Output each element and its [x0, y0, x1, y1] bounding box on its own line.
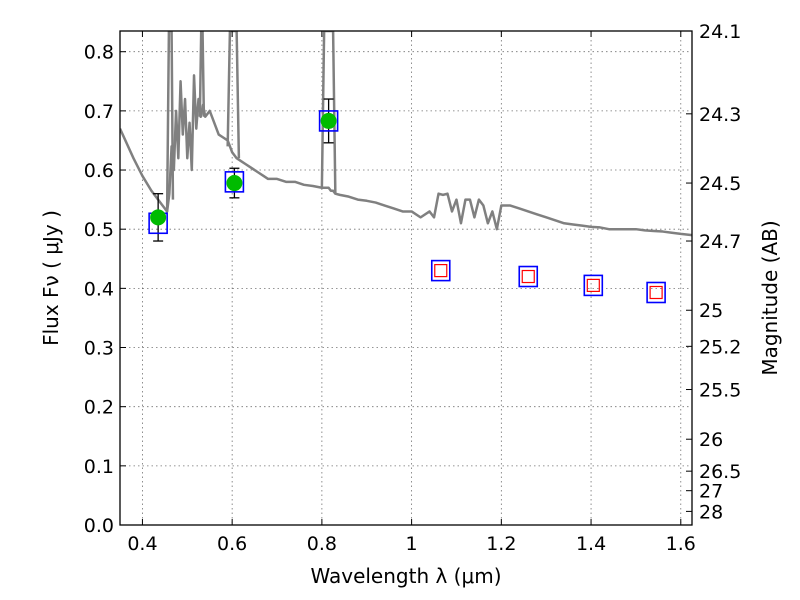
- y-tick-label: 0.6: [84, 160, 114, 182]
- red-square-marker: [434, 264, 448, 278]
- red-square-marker: [586, 278, 600, 292]
- x-tick-label: 0.6: [217, 533, 247, 555]
- x-tick-label: 1.6: [666, 533, 696, 555]
- y-tick-label: 0.1: [84, 456, 114, 478]
- y2-tick-label: 24.3: [699, 104, 741, 126]
- blue-square-marker: [318, 110, 339, 132]
- y2-tick-label: 25: [699, 300, 723, 322]
- x-axis-label: Wavelength λ (μm): [310, 564, 501, 588]
- y-tick-label: 0.3: [84, 338, 114, 360]
- green-point-marker: [320, 112, 337, 129]
- y-tick-label: 0.5: [84, 219, 114, 241]
- blue-square-marker: [646, 281, 666, 304]
- blue-square-marker: [518, 265, 539, 288]
- y2-tick-label: 26.5: [699, 461, 741, 483]
- y-tick-label: 0.8: [84, 42, 114, 64]
- blue-square-marker: [224, 171, 245, 193]
- y2-tick-label: 24.7: [699, 231, 741, 253]
- red-square-marker: [649, 285, 663, 300]
- green-point-marker: [150, 209, 167, 226]
- y2-axis-label: Magnitude (AB): [758, 220, 782, 375]
- y2-tick-label: 26: [699, 429, 723, 451]
- x-tick-label: 0.8: [307, 533, 337, 555]
- y-tick-label: 0.7: [84, 101, 114, 123]
- spectrum-line: [165, 31, 175, 212]
- y2-tick-label: 28: [699, 501, 723, 523]
- x-tick-label: 1.2: [486, 533, 516, 555]
- x-tick-label: 0.4: [127, 533, 157, 555]
- green-point-marker: [226, 175, 243, 192]
- photometry-markers: [148, 98, 666, 304]
- spectrum-line: [198, 31, 206, 117]
- y-tick-label: 0.4: [84, 278, 114, 300]
- axis-ticks: 0.4 0.6 0.8 1 1.2 1.4 1.6 0.0 0.1 0.2 0.3 0.4 0.5 0.6…: [84, 21, 742, 555]
- y2-tick-label: 25.2: [699, 336, 741, 358]
- y2-tick-label: 24.1: [699, 21, 741, 43]
- y-tick-label: 0.2: [84, 397, 114, 419]
- spectrum-line: [226, 31, 241, 159]
- blue-square-marker: [430, 259, 451, 282]
- grid: [120, 31, 692, 526]
- blue-square-marker: [583, 274, 604, 297]
- x-tick-label: 1: [406, 533, 418, 555]
- plot-frame: [119, 30, 693, 526]
- y2-tick-label: 27: [699, 481, 723, 503]
- x-tick-label: 1.4: [576, 533, 606, 555]
- y-tick-label: 0.0: [84, 515, 114, 537]
- model-spectrum: [120, 31, 692, 237]
- y2-tick-label: 24.5: [699, 173, 741, 195]
- red-square-marker: [521, 269, 535, 284]
- y2-tick-label: 25.5: [699, 380, 741, 402]
- y-axis-label: Flux Fν ( μJy ): [39, 210, 63, 346]
- spectrum-line: [120, 74, 692, 237]
